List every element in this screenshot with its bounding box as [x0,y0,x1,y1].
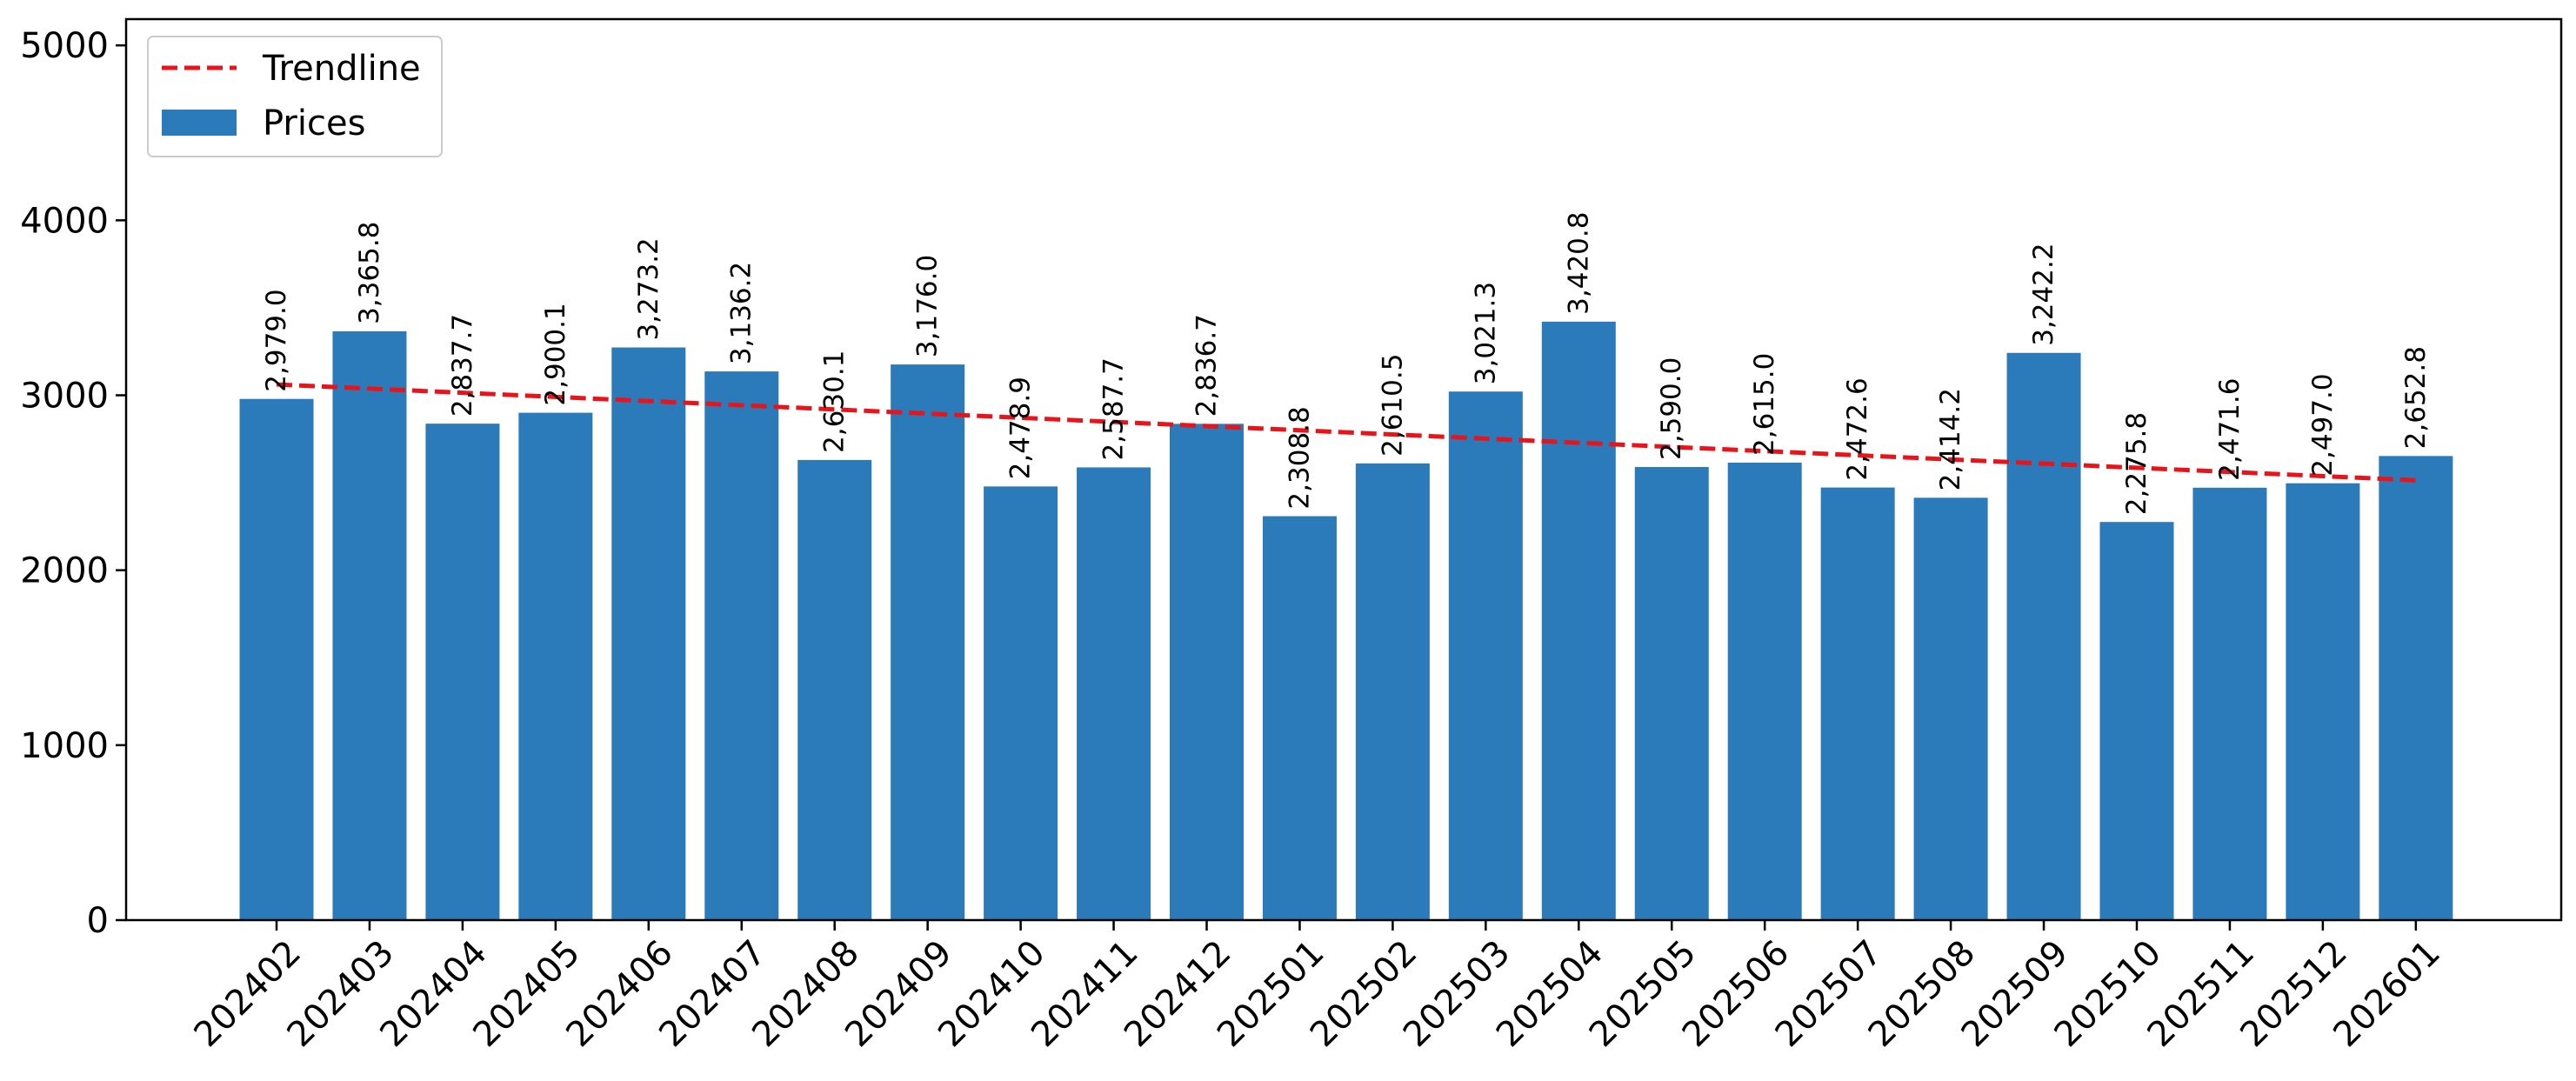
y-tick-label: 3000 [20,377,109,417]
trendline-layer [276,382,2416,483]
y-axis: 0 1000 2000 3000 4000 5000 [20,26,126,941]
bar [1820,487,1895,920]
bar [704,371,779,920]
data-label: 3,242.2 [2028,243,2059,345]
legend-prices-swatch [162,110,237,136]
data-label: 2,979.0 [261,289,292,391]
legend-prices-label: Prices [263,103,365,143]
legend: Trendline Prices [147,36,443,157]
bar [1913,497,1988,920]
data-label: 2,275.8 [2121,412,2152,515]
data-label: 3,021.3 [1470,282,1501,384]
data-label: 2,836.7 [1191,314,1223,417]
data-label: 2,900.1 [540,303,571,405]
data-label: 2,615.0 [1749,353,1780,456]
bar [2286,483,2360,920]
data-label: 2,308.8 [1284,406,1315,509]
data-label: 2,472.6 [1842,377,1873,480]
data-label: 2,590.0 [1656,357,1687,460]
bar [332,330,407,920]
data-label: 2,652.8 [2400,346,2432,449]
bar [2379,456,2453,920]
bar [1448,391,1523,920]
data-label: 2,478.9 [1005,377,1037,479]
plot-frame [124,17,2563,922]
bar [1355,463,1430,920]
y-tick-label: 0 [87,901,109,941]
x-axis: 2024022024032024042024052024062024072024… [187,920,2448,1055]
y-tick-label: 2000 [20,551,109,591]
data-labels: 2,979.0 3,365.8 2,837.7 2,900.1 3,273.2 3,136… [261,212,2432,516]
data-label: 2,414.2 [1935,388,1966,490]
data-label: 2,837.7 [447,314,478,417]
bar [611,347,686,920]
data-label: 2,587.7 [1098,357,1130,460]
bar [1634,466,1709,920]
data-label: 3,420.8 [1563,212,1594,315]
legend-trendline-label: Trendline [262,49,421,89]
trendline [276,382,2416,483]
data-label: 3,136.2 [726,262,757,364]
data-label: 2,497.0 [2307,373,2339,476]
bar [1262,516,1337,920]
data-label: 2,630.1 [819,350,851,453]
bar [239,398,314,920]
bar [1727,462,1802,920]
data-label: 2,610.5 [1377,354,1408,457]
data-label: 3,365.8 [354,222,385,324]
data-label: 3,176.0 [912,255,944,357]
bar [2192,487,2267,920]
y-tick-label: 4000 [20,201,109,241]
bar [891,364,965,920]
bar [984,486,1058,920]
bar [797,459,872,920]
bar [425,424,500,920]
bars [239,321,2453,920]
bar [1541,321,1616,920]
bar [1077,467,1151,920]
data-label: 3,273.2 [633,237,664,340]
bar [2099,522,2174,920]
y-tick-label: 1000 [20,726,109,766]
data-label: 2,471.6 [2214,377,2246,480]
bar [1170,424,1244,920]
y-tick-label: 5000 [20,26,109,66]
bar [518,412,593,920]
bar [2006,352,2081,920]
